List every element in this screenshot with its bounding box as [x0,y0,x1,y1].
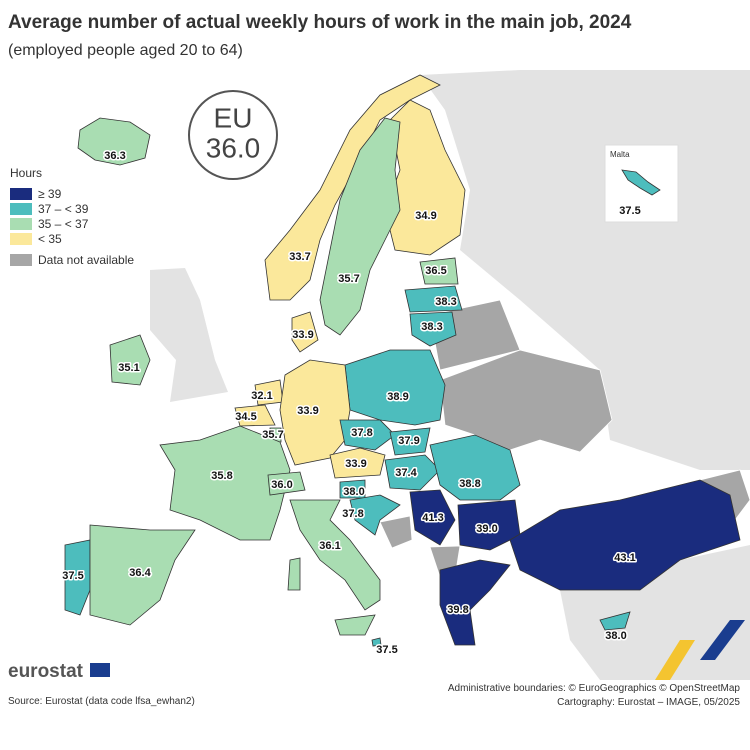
inset-title: Malta [610,150,630,159]
value-label: 35.7 [338,273,359,285]
value-label: 33.9 [297,405,318,417]
value-label: 36.5 [425,265,446,277]
country-shape [404,285,463,313]
value-label: 38.3 [435,296,456,308]
value-label: 33.7 [289,251,310,263]
country-shape [287,557,301,591]
value-label: 38.0 [605,630,626,642]
countries [64,74,741,647]
legend-swatch [10,188,32,200]
country-shape [509,479,741,591]
legend-label: ≥ 39 [38,187,62,201]
country-shape [344,349,446,426]
eu-flag [90,663,110,677]
value-label: 37.5 [62,570,83,582]
value-label: 37.4 [395,467,417,479]
country-shape [339,419,396,451]
logo: eurostat [8,661,84,682]
value-label: 38.8 [459,478,480,490]
country-shape [439,559,511,646]
malta-inset: Malta 37.5 [604,144,679,223]
country-shape [599,611,631,631]
value-label: 34.9 [415,210,436,222]
value-label: 34.5 [235,411,256,423]
value-label: 36.0 [271,479,292,491]
country-shape [64,539,91,616]
value-label: 38.3 [421,321,442,333]
value-label: 43.1 [614,552,635,564]
country-shape [349,494,401,536]
value-label: 37.5 [376,644,397,656]
value-label: 37.8 [342,508,363,520]
legend-swatch [10,203,32,215]
legend-swatch [10,233,32,245]
value-label: 39.0 [476,523,497,535]
value-labels: 36.3 34.9 33.7 35.7 36.5 38.3 38.3 33.9 … [61,148,637,657]
country-shape [77,117,151,166]
value-label: 35.1 [118,362,139,374]
cartography: Cartography: Eurostat – IMAGE, 05/2025 [557,697,740,708]
value-label: 33.9 [292,329,313,341]
country-shape [279,359,351,466]
country-shape [267,471,306,496]
country-shape [291,311,319,353]
badge-label: EU [214,102,253,133]
country-shape [409,489,456,546]
eu-badge: EU 36.0 [188,90,278,180]
boundaries: Administrative boundaries: © EuroGeograp… [448,683,741,694]
legend-swatch [10,218,32,230]
legend-label: 37 – < 39 [38,202,89,216]
decoration [700,620,745,660]
country-shape [269,427,282,443]
value-label: 37.9 [398,435,419,447]
value-label: 35.8 [211,470,232,482]
value-label: 41.3 [422,512,443,524]
value-label: 36.3 [104,150,125,162]
country-shape [429,434,521,501]
country-shape [159,425,291,541]
subtitle: (employed people aged 20 to 64) [8,42,243,59]
country-shape [389,427,431,456]
country-shape [371,637,382,647]
country-shape [334,614,376,636]
country-shape [319,117,401,336]
country-shape [109,334,151,386]
value-label: 36.1 [319,540,340,552]
value-label: 35.7 [262,429,283,441]
value-label: 39.8 [447,604,468,616]
country-shape [289,499,381,611]
title: Average number of actual weekly hours of… [8,12,632,33]
value-label: 38.0 [343,486,364,498]
legend-swatch [10,254,32,266]
value-label: 37.8 [351,427,372,439]
country-shape [457,499,521,551]
inset-shape [621,169,661,196]
country-shape [409,311,457,347]
country-shape [419,257,459,285]
legend-title: Hours [10,166,42,180]
legend-label: < 35 [38,232,62,246]
country-shape [264,74,441,301]
country-shape [329,447,386,479]
decoration [655,640,695,680]
value-label: 36.4 [129,567,151,579]
country-shape [234,404,276,427]
value-label: 38.9 [387,391,408,403]
country-shape [89,524,196,626]
badge-value: 36.0 [206,132,261,163]
source: Source: Eurostat (data code lfsa_ewhan2) [8,696,195,707]
legend-label: Data not available [38,253,134,267]
value-label: 32.1 [251,390,272,402]
inset-label: 37.5 [619,205,640,217]
legend-label: 35 – < 37 [38,217,89,231]
value-label: 33.9 [345,458,366,470]
country-shape [384,454,441,491]
